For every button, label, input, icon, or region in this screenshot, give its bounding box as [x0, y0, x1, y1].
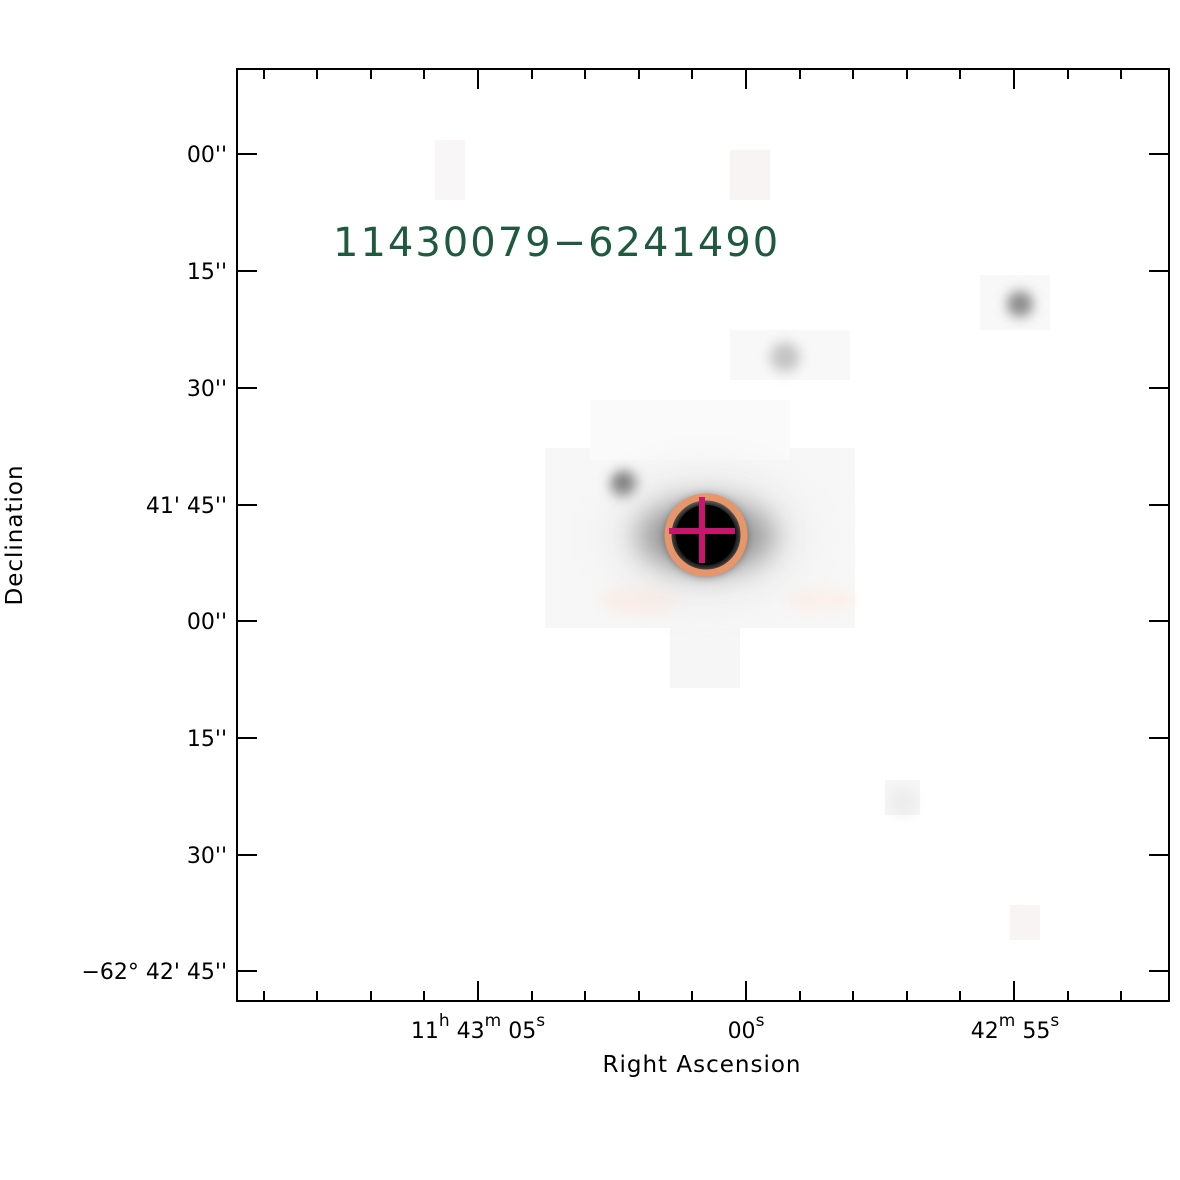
- y-tick-label: 30'': [187, 844, 227, 869]
- y-tick-label: 30'': [187, 377, 227, 402]
- y-tick-label: 15'': [187, 727, 227, 752]
- y-tick-label: 00'': [187, 610, 227, 635]
- faint-star: [890, 789, 916, 815]
- faint-star: [770, 342, 800, 372]
- faint-star: [1007, 291, 1033, 317]
- y-tick-label: 15'': [187, 260, 227, 285]
- background-noise-patch: [670, 628, 740, 688]
- source-id-label: 11430079−6241490: [333, 220, 780, 266]
- y-tick-labels: 00'' 15'' 30'' 41' 45'' 00'' 15'' 30'' −62° 42'…: [81, 143, 227, 985]
- image-panel: 11430079−6241490: [237, 69, 1169, 1001]
- x-tick-labels: 11h 43m 05s 00s 42m 55s: [411, 1011, 1059, 1044]
- background-noise-patch: [1010, 905, 1040, 940]
- plot-frame: [236, 68, 1170, 1002]
- background-noise-patch: [785, 588, 855, 612]
- x-axis-title: Right Ascension: [603, 1052, 802, 1078]
- y-tick-label: 00'': [187, 143, 227, 168]
- y-tick-label: −62° 42' 45'': [81, 960, 227, 985]
- target-circle: [664, 493, 748, 577]
- background-noise-patch: [730, 150, 770, 200]
- x-tick-label: 00s: [728, 1011, 765, 1044]
- background-noise-patch: [600, 585, 680, 615]
- y-tick-label: 41' 45'': [146, 494, 227, 519]
- y-axis-title: Declination: [2, 464, 28, 605]
- target-crosshair: [669, 497, 735, 563]
- target-star: [611, 476, 801, 596]
- x-tick-label: 42m 55s: [971, 1011, 1060, 1044]
- x-tick-label: 11h 43m 05s: [411, 1011, 545, 1044]
- background-noise-patch: [435, 140, 465, 200]
- faint-star: [611, 471, 637, 497]
- axis-ticks: [237, 69, 1169, 1001]
- background-noise-patch: [590, 400, 790, 460]
